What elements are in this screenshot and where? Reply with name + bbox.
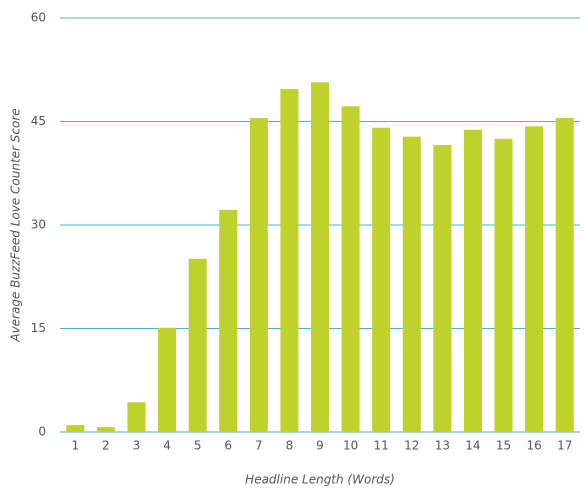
x-tick-label: 17 <box>557 439 572 453</box>
x-tick-label: 13 <box>435 439 450 453</box>
bar <box>433 144 452 432</box>
bar <box>96 427 115 432</box>
bar <box>555 118 574 433</box>
y-tick-label: 15 <box>31 321 46 335</box>
y-tick-label: 45 <box>31 114 46 128</box>
bar <box>249 118 268 433</box>
bar <box>66 425 85 432</box>
bar <box>127 402 146 432</box>
bar <box>402 136 421 432</box>
bar <box>158 327 177 432</box>
x-tick-label: 3 <box>133 439 141 453</box>
x-tick-label: 9 <box>316 439 324 453</box>
bar <box>463 129 482 432</box>
y-tick-label: 60 <box>31 11 46 25</box>
bar <box>525 126 544 432</box>
x-tick-label: 6 <box>224 439 232 453</box>
x-tick-label: 14 <box>465 439 480 453</box>
x-tick-label: 5 <box>194 439 202 453</box>
y-tick-label: 0 <box>38 425 46 439</box>
x-tick-label: 7 <box>255 439 263 453</box>
x-tick-label: 2 <box>102 439 110 453</box>
bar <box>219 209 238 432</box>
bar <box>341 106 360 432</box>
bar <box>494 138 513 432</box>
bar <box>311 82 329 433</box>
x-tick-label: 10 <box>343 439 358 453</box>
x-tick-label: 12 <box>404 439 419 453</box>
x-tick-label: 16 <box>526 439 541 453</box>
bar <box>280 89 299 432</box>
y-axis-title: Average BuzzFeed Love Counter Score <box>9 108 23 342</box>
bar <box>372 127 391 433</box>
bar <box>188 258 207 432</box>
x-axis-title: Headline Length (Words) <box>245 473 395 487</box>
x-tick-label: 4 <box>163 439 171 453</box>
y-tick-label: 30 <box>31 218 46 232</box>
x-tick-label: 1 <box>71 439 79 453</box>
x-tick-label: 11 <box>374 439 389 453</box>
x-tick-label: 15 <box>496 439 511 453</box>
x-tick-label: 8 <box>286 439 294 453</box>
